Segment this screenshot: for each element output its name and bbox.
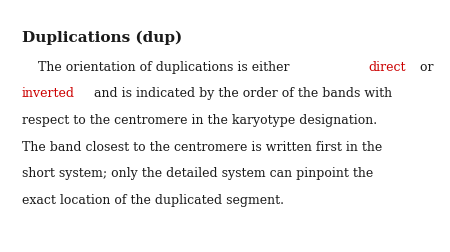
Text: and is indicated by the order of the bands with: and is indicated by the order of the ban… — [90, 87, 392, 100]
Text: short system; only the detailed system can pinpoint the: short system; only the detailed system c… — [22, 167, 373, 179]
Text: or: or — [416, 61, 434, 74]
Text: direct: direct — [368, 61, 405, 74]
Text: The band closest to the centromere is written first in the: The band closest to the centromere is wr… — [22, 140, 382, 153]
Text: respect to the centromere in the karyotype designation.: respect to the centromere in the karyoty… — [22, 114, 377, 127]
Text: inverted: inverted — [22, 87, 75, 100]
Text: exact location of the duplicated segment.: exact location of the duplicated segment… — [22, 193, 284, 206]
Text: The orientation of duplications is either: The orientation of duplications is eithe… — [38, 61, 294, 74]
Text: Duplications (dup): Duplications (dup) — [22, 30, 182, 45]
